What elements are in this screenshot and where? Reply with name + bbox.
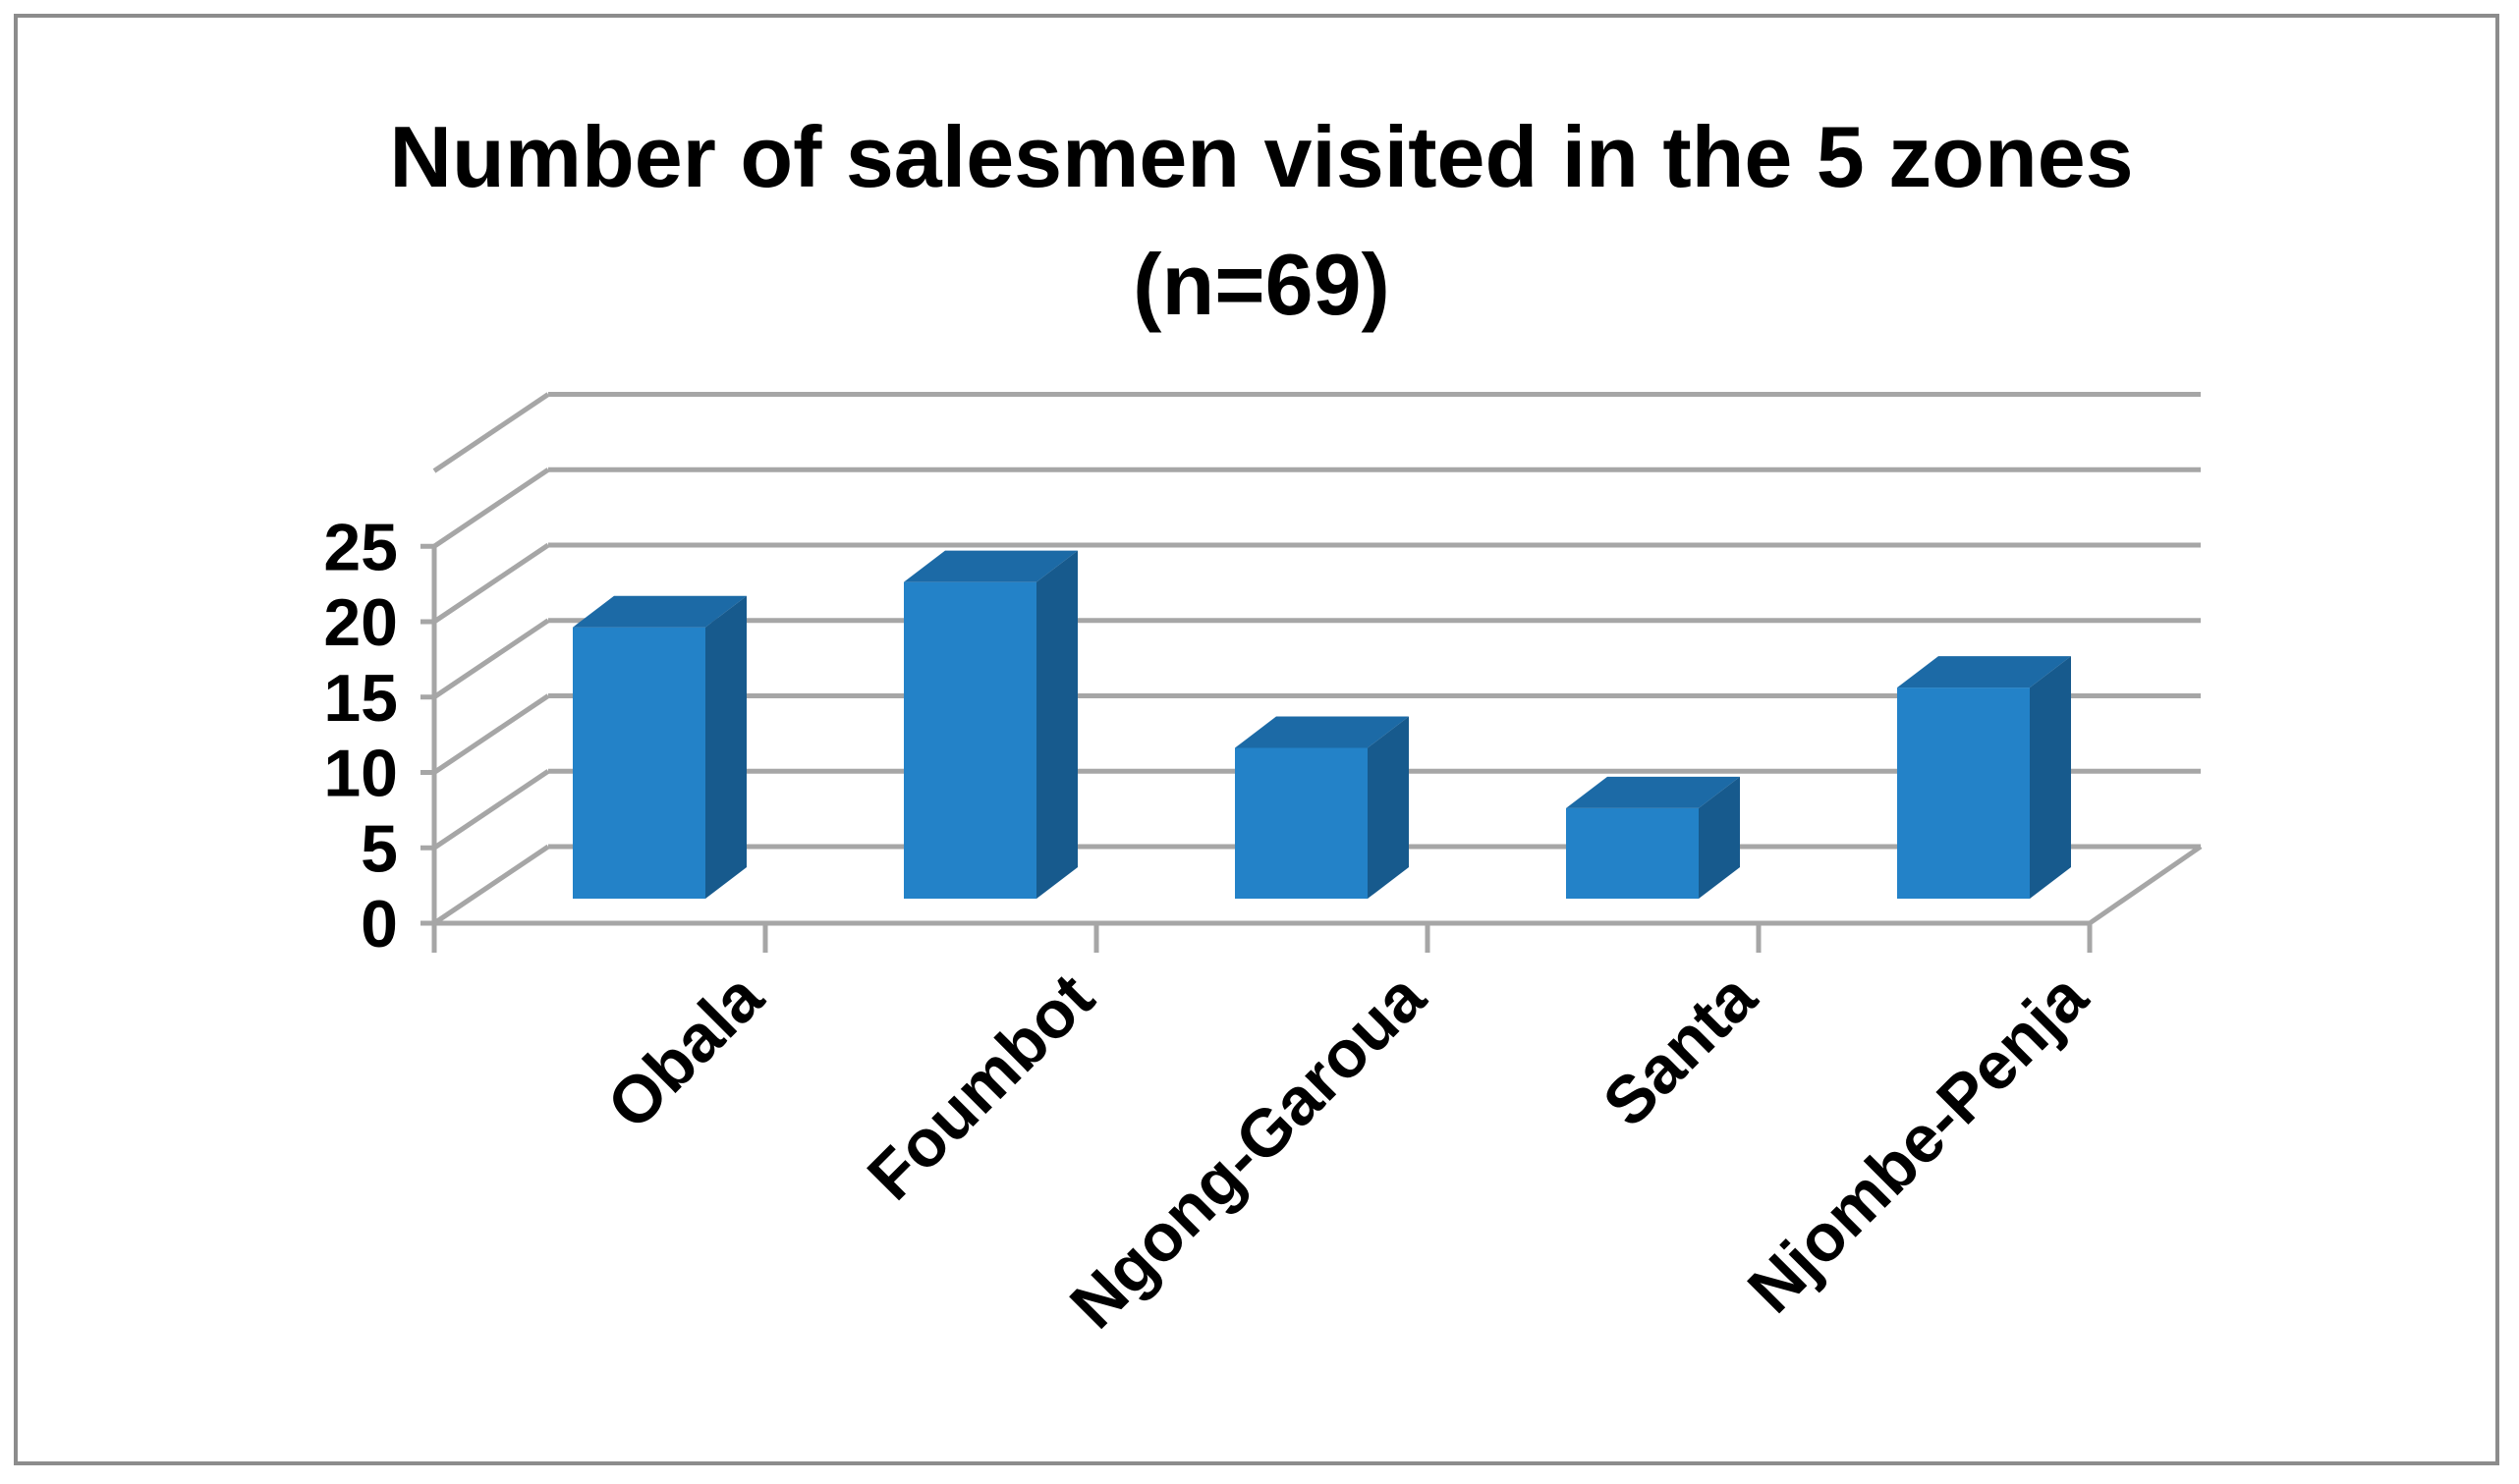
bar (573, 595, 747, 899)
bar-layer (573, 550, 2071, 899)
bar-front (1235, 747, 1368, 899)
bar-side (1368, 716, 1409, 899)
bar-front (904, 581, 1036, 899)
bar-front (573, 627, 705, 899)
gridline-side (432, 844, 550, 926)
y-tick-label: 15 (323, 661, 398, 736)
bar (1235, 716, 1409, 899)
bar-side (705, 595, 747, 899)
gridline-side (432, 542, 550, 625)
y-tick-label: 25 (323, 510, 398, 584)
y-tick-label: 20 (323, 585, 398, 660)
x-category-label: Foumbot (854, 960, 1108, 1214)
bar (1566, 776, 1740, 899)
bar-top (1897, 656, 2071, 688)
gridline-side (432, 618, 550, 699)
chart-subtitle: (n=69) (1133, 236, 1390, 333)
x-category-label: Njombe-Penja (1734, 959, 2102, 1327)
bar-side (1036, 550, 1078, 899)
bar-front (1566, 807, 1699, 899)
chart-title: Number of salesmen visited in the 5 zone… (389, 108, 2133, 205)
y-tick-label: 10 (323, 737, 398, 811)
bar-side (1699, 776, 1740, 899)
bar (904, 550, 1078, 899)
y-tick-label: 0 (361, 887, 398, 962)
bar-front (1897, 687, 2030, 899)
floor-edge (2088, 844, 2203, 926)
bar-top (1235, 716, 1409, 748)
gridline-side (432, 467, 550, 549)
x-category-label: Obala (593, 959, 778, 1143)
gridline-side (432, 392, 550, 473)
y-tick-label: 5 (361, 811, 398, 886)
bar-top (904, 550, 1078, 582)
bar-side (2030, 656, 2071, 899)
bar (1897, 656, 2071, 899)
x-category-label: Santa (1589, 959, 1771, 1141)
bar-top (573, 595, 747, 628)
bar-top (1566, 776, 1740, 808)
gridline-side (432, 693, 550, 775)
x-category-label: Ngong-Garoua (1056, 959, 1440, 1343)
gridline-side (432, 769, 550, 851)
